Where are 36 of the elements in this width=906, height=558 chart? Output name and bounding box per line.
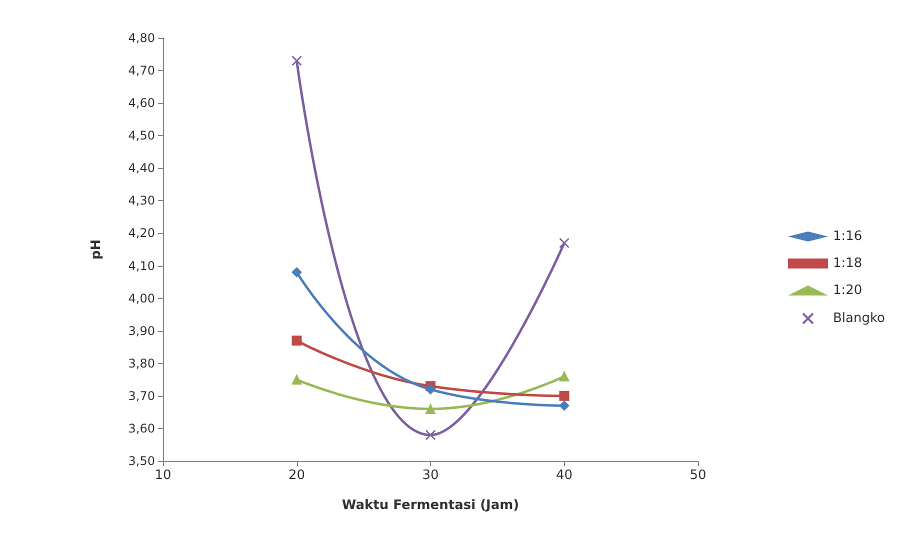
legend-label: 1:20 — [832, 283, 862, 298]
y-tick-label: 4,70 — [128, 64, 155, 78]
x-tick-label: 50 — [690, 468, 706, 483]
point — [425, 430, 436, 440]
y-tick-label: 4,40 — [128, 161, 155, 176]
point — [559, 390, 570, 401]
x-tick-label: 20 — [288, 468, 306, 483]
legend-label: 1:18 — [832, 256, 862, 271]
y-tick-label: 4,00 — [128, 291, 155, 306]
y-tick-label: 4,50 — [128, 128, 155, 143]
point — [292, 374, 302, 385]
y-tick-label: 3,90 — [128, 324, 155, 338]
point — [292, 336, 302, 346]
y-tick-label: 3,70 — [128, 388, 155, 403]
y-tick-label: 4,80 — [128, 31, 155, 45]
x-tick-label: 30 — [422, 468, 439, 483]
y-tick-label: 4,20 — [128, 226, 155, 240]
point — [559, 371, 570, 382]
y-tick-label: 3,50 — [128, 454, 155, 468]
y-axis-title: pH — [89, 239, 104, 260]
y-tick-label: 4,10 — [128, 258, 155, 273]
point — [559, 400, 570, 411]
y-tick-label: 3,60 — [128, 421, 155, 436]
point — [559, 238, 570, 248]
point — [292, 267, 302, 278]
point — [292, 56, 302, 66]
x-tick-label: 40 — [556, 468, 573, 483]
point — [426, 404, 436, 414]
x-axis-title: Waktu Fermentasi (Jam) — [342, 498, 520, 513]
legend-label: 1:16 — [832, 229, 862, 244]
point — [426, 384, 436, 394]
y-tick-label: 4,60 — [128, 96, 155, 110]
legend-label: Blangko — [832, 311, 886, 326]
x-tick-label: 10 — [154, 468, 172, 483]
y-tick-label: 4,30 — [128, 194, 155, 208]
y-tick-label: 3,80 — [128, 356, 155, 370]
